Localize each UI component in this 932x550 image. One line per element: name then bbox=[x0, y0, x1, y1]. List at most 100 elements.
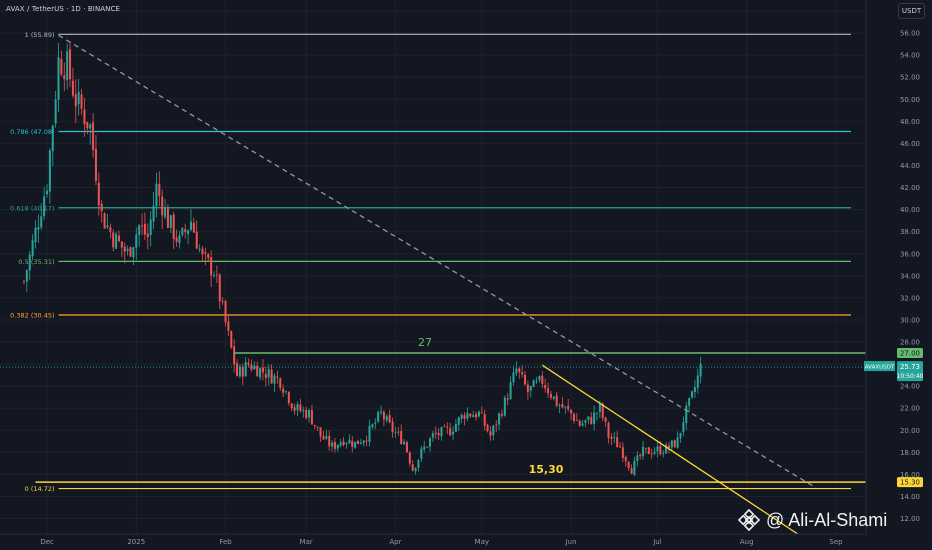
candle-body bbox=[428, 438, 431, 447]
candle-body bbox=[503, 397, 506, 416]
candle-body bbox=[175, 237, 178, 242]
candle-body bbox=[181, 228, 184, 235]
candle-body bbox=[590, 416, 593, 424]
candle-body bbox=[535, 380, 538, 382]
candle-body bbox=[201, 248, 204, 255]
candle-body bbox=[204, 252, 207, 254]
candle-body bbox=[443, 426, 446, 427]
candle-body bbox=[613, 437, 616, 439]
candle-body bbox=[83, 109, 86, 125]
time-tick-label: Jul bbox=[652, 538, 662, 546]
price-tick-label: 22.00 bbox=[900, 405, 920, 413]
watermark-text: @ Ali-Al-Shami bbox=[766, 509, 888, 530]
price-tick-label: 14.00 bbox=[900, 493, 920, 501]
candle-body bbox=[207, 253, 210, 259]
candle-body bbox=[238, 366, 241, 377]
candle-body bbox=[112, 232, 115, 248]
candle-body bbox=[377, 412, 380, 422]
candle-body bbox=[187, 230, 190, 235]
candle-body bbox=[261, 367, 264, 373]
candle-body bbox=[80, 94, 83, 109]
candle-body bbox=[549, 393, 552, 398]
time-tick-label: May bbox=[475, 538, 489, 546]
candle-body bbox=[296, 404, 299, 411]
candle-body bbox=[561, 404, 564, 408]
candle-body bbox=[633, 460, 636, 475]
price-tick-label: 46.00 bbox=[900, 140, 920, 148]
candle-body bbox=[627, 461, 630, 468]
candle-body bbox=[336, 444, 339, 449]
candle-body bbox=[45, 190, 49, 195]
candle-body bbox=[440, 427, 443, 437]
candle-body bbox=[452, 431, 455, 435]
price-tick-label: 34.00 bbox=[900, 272, 920, 280]
candle-body bbox=[547, 388, 550, 394]
time-tick-label: Aug bbox=[740, 538, 754, 546]
candle-body bbox=[598, 403, 601, 413]
candle-body bbox=[316, 426, 319, 428]
candle-body bbox=[161, 196, 164, 216]
candle-body bbox=[256, 365, 259, 377]
candle-body bbox=[662, 453, 665, 455]
candle-body bbox=[264, 373, 267, 379]
candle-body bbox=[213, 275, 216, 276]
candle-body bbox=[54, 99, 57, 124]
candle-body bbox=[279, 378, 282, 389]
candle-body bbox=[526, 384, 529, 392]
candle-body bbox=[388, 415, 391, 423]
candle-body bbox=[319, 427, 322, 437]
candle-body bbox=[241, 366, 244, 377]
candle-body bbox=[192, 222, 195, 233]
candle-body bbox=[94, 148, 97, 182]
candle-body bbox=[469, 413, 472, 417]
candle-body bbox=[382, 412, 385, 420]
price-axis-panel bbox=[866, 0, 932, 550]
candle-body bbox=[250, 364, 253, 370]
candle-body bbox=[333, 441, 336, 449]
descending-trendline bbox=[541, 364, 824, 550]
candle-body bbox=[466, 413, 469, 419]
candle-body bbox=[483, 414, 486, 426]
fib-level-label: 0.5 (35.31) bbox=[18, 258, 54, 266]
candle-body bbox=[619, 446, 622, 448]
price-tick-label: 56.00 bbox=[900, 30, 920, 38]
candle-body bbox=[607, 422, 610, 438]
candle-body bbox=[293, 407, 296, 411]
candle-body bbox=[276, 376, 279, 378]
price-tick-label: 54.00 bbox=[900, 52, 920, 60]
candle-body bbox=[449, 428, 452, 436]
time-axis-panel bbox=[0, 534, 866, 550]
price-tick-label: 48.00 bbox=[900, 118, 920, 126]
candle-body bbox=[342, 441, 345, 446]
price-tick-label: 32.00 bbox=[900, 294, 920, 302]
candle-body bbox=[184, 229, 187, 233]
price-tick-label: 38.00 bbox=[900, 228, 920, 236]
candle-body bbox=[486, 424, 489, 432]
candle-body bbox=[267, 369, 270, 378]
candle-body bbox=[63, 75, 66, 80]
candle-body bbox=[472, 415, 475, 418]
candle-body bbox=[475, 413, 478, 418]
candle-body bbox=[135, 234, 138, 248]
candle-body bbox=[210, 257, 213, 276]
candle-body bbox=[152, 205, 155, 222]
candle-body bbox=[699, 363, 702, 377]
candle-body bbox=[345, 443, 348, 445]
candle-body bbox=[31, 240, 34, 257]
time-tick-label: 2025 bbox=[127, 538, 145, 546]
candle-body bbox=[143, 223, 146, 235]
candle-body bbox=[138, 225, 141, 235]
candle-body bbox=[463, 415, 466, 419]
candle-body bbox=[37, 227, 40, 230]
candle-body bbox=[624, 456, 627, 462]
candle-body bbox=[454, 424, 457, 432]
candle-body bbox=[310, 410, 313, 425]
candle-body bbox=[259, 368, 262, 378]
candle-body bbox=[414, 467, 417, 472]
currency-button[interactable]: USDT bbox=[898, 3, 925, 19]
binance-logo-icon bbox=[738, 509, 760, 531]
candle-body bbox=[667, 445, 670, 449]
price-tick-label: 20.00 bbox=[900, 427, 920, 435]
